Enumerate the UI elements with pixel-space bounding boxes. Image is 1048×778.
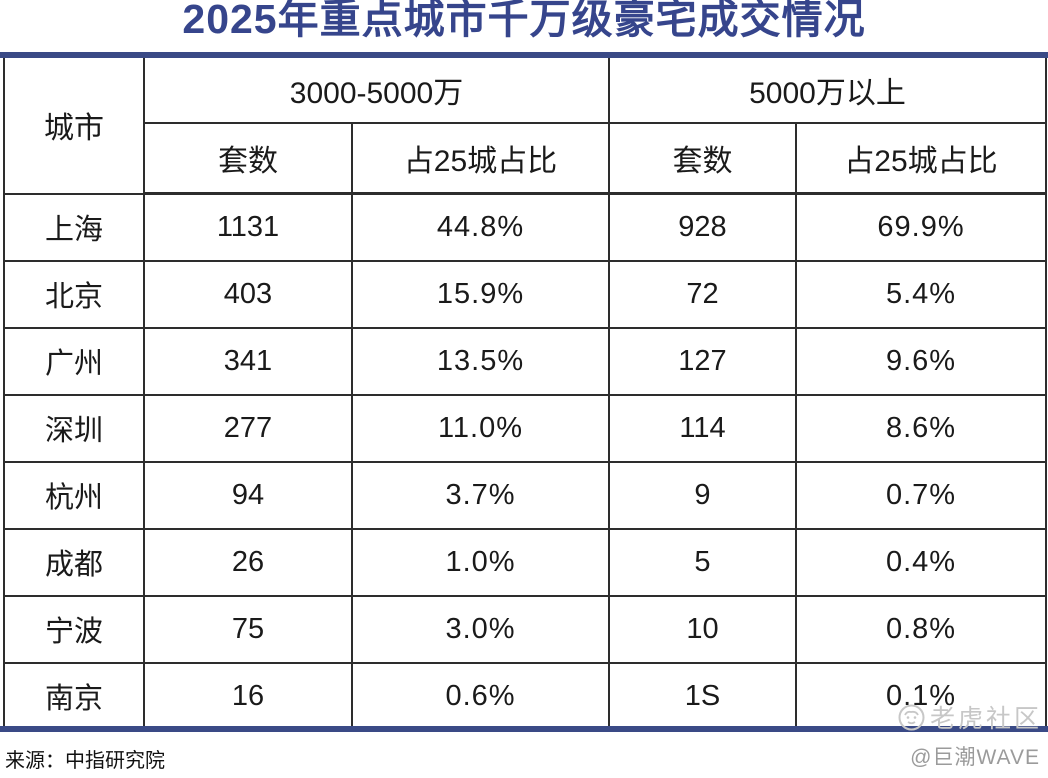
units-cell: 10: [608, 594, 797, 664]
city-cell: 北京: [3, 259, 145, 329]
column-header-share-2: 占25城占比: [795, 122, 1047, 195]
city-cell: 广州: [3, 326, 145, 396]
share-cell: 69.9%: [795, 192, 1047, 262]
table-row-shanghai: 上海 1131 44.8% 928 69.9%: [3, 192, 1047, 262]
units-cell: 277: [143, 393, 353, 463]
city-cell: 上海: [3, 192, 145, 262]
column-header-units-2: 套数: [608, 122, 797, 195]
share-cell: 5.4%: [795, 259, 1047, 329]
source-note: 来源：中指研究院: [5, 750, 165, 772]
share-cell: 1.0%: [351, 527, 610, 597]
units-cell: 75: [143, 594, 353, 664]
units-cell: 9: [608, 460, 797, 530]
share-cell: 0.8%: [795, 594, 1047, 664]
units-cell: 72: [608, 259, 797, 329]
units-cell: 1131: [143, 192, 353, 262]
units-cell: 94: [143, 460, 353, 530]
city-cell: 宁波: [3, 594, 145, 664]
city-cell: 成都: [3, 527, 145, 597]
share-cell: 0.7%: [795, 460, 1047, 530]
units-cell: 127: [608, 326, 797, 396]
share-cell: 11.0%: [351, 393, 610, 463]
city-cell: 杭州: [3, 460, 145, 530]
units-cell: 341: [143, 326, 353, 396]
table-row-beijing: 北京 403 15.9% 72 5.4%: [3, 259, 1047, 329]
share-cell: 3.7%: [351, 460, 610, 530]
title-divider-rule: [0, 52, 1048, 58]
units-cell: 26: [143, 527, 353, 597]
city-cell: 深圳: [3, 393, 145, 463]
table-row-hangzhou: 杭州 94 3.7% 9 0.7%: [3, 460, 1047, 530]
luxury-sales-table: 城市 3000-5000万 5000万以上 套数 占25城占比 套数 占25城占…: [3, 58, 1047, 731]
share-cell: 15.9%: [351, 259, 610, 329]
column-header-share-1: 占25城占比: [351, 122, 610, 195]
author-handle-watermark: @巨潮WAVE: [910, 746, 1040, 769]
units-cell: 5: [608, 527, 797, 597]
units-cell: 1S: [608, 661, 797, 731]
share-cell: 13.5%: [351, 326, 610, 396]
share-cell: 9.6%: [795, 326, 1047, 396]
table-row-chengdu: 成都 26 1.0% 5 0.4%: [3, 527, 1047, 597]
column-group-5000-plus: 5000万以上: [608, 58, 1047, 124]
units-cell: 928: [608, 192, 797, 262]
column-group-3000-5000: 3000-5000万: [143, 58, 610, 124]
city-cell: 南京: [3, 661, 145, 731]
units-cell: 114: [608, 393, 797, 463]
bottom-rule: [0, 726, 1048, 732]
column-header-units-1: 套数: [143, 122, 353, 195]
share-cell: 44.8%: [351, 192, 610, 262]
share-cell: 3.0%: [351, 594, 610, 664]
units-cell: 16: [143, 661, 353, 731]
table-row-nanjing: 南京 16 0.6% 1S 0.1%: [3, 661, 1047, 731]
units-cell: 403: [143, 259, 353, 329]
share-cell: 0.6%: [351, 661, 610, 731]
page-title: 2025年重点城市千万级豪宅成交情况: [182, 0, 866, 42]
table-row-shenzhen: 深圳 277 11.0% 114 8.6%: [3, 393, 1047, 463]
column-header-city: 城市: [3, 58, 145, 195]
share-cell: 8.6%: [795, 393, 1047, 463]
table-row-guangzhou: 广州 341 13.5% 127 9.6%: [3, 326, 1047, 396]
share-cell: 0.4%: [795, 527, 1047, 597]
table-row-ningbo: 宁波 75 3.0% 10 0.8%: [3, 594, 1047, 664]
share-cell: 0.1%: [795, 661, 1047, 731]
